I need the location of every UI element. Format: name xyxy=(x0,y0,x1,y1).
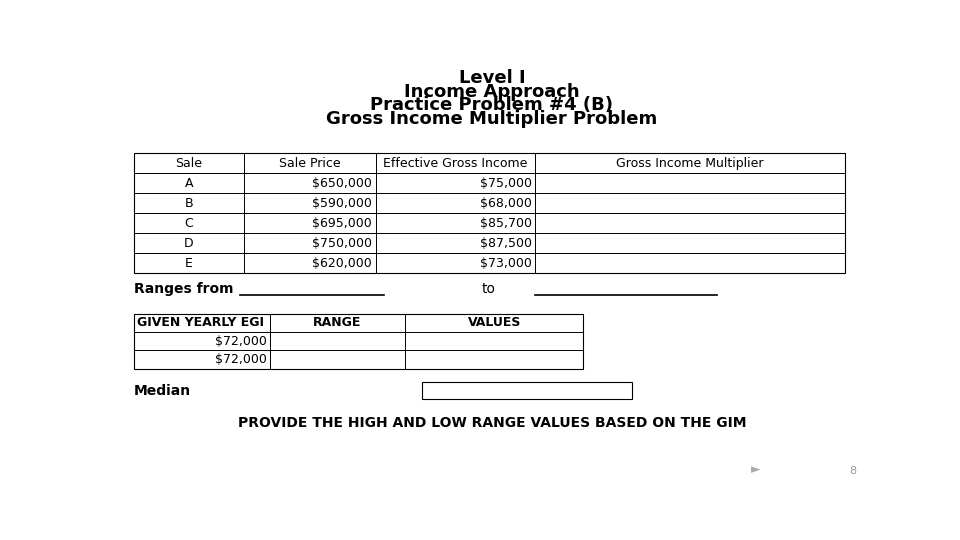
Text: $68,000: $68,000 xyxy=(480,197,532,210)
Text: A: A xyxy=(184,177,193,190)
Text: D: D xyxy=(184,237,194,250)
Text: to: to xyxy=(481,282,495,296)
Text: RANGE: RANGE xyxy=(313,316,362,329)
Text: $73,000: $73,000 xyxy=(480,257,532,270)
Bar xyxy=(134,153,845,273)
Text: 8: 8 xyxy=(850,466,856,476)
Text: Gross Income Multiplier Problem: Gross Income Multiplier Problem xyxy=(326,110,658,128)
Text: Sale Price: Sale Price xyxy=(279,157,341,170)
Text: $750,000: $750,000 xyxy=(312,237,372,250)
Bar xyxy=(134,314,584,369)
Text: Level I: Level I xyxy=(459,69,525,86)
Text: VALUES: VALUES xyxy=(468,316,521,329)
Text: Median: Median xyxy=(134,383,191,397)
Text: $695,000: $695,000 xyxy=(312,217,372,230)
Text: $87,500: $87,500 xyxy=(480,237,532,250)
Text: $72,000: $72,000 xyxy=(215,353,267,366)
Bar xyxy=(422,382,632,399)
Text: $75,000: $75,000 xyxy=(480,177,532,190)
Text: $620,000: $620,000 xyxy=(312,257,372,270)
Text: B: B xyxy=(184,197,193,210)
Text: E: E xyxy=(185,257,193,270)
Text: Ranges from: Ranges from xyxy=(134,282,233,296)
Text: Effective Gross Income: Effective Gross Income xyxy=(383,157,528,170)
Text: C: C xyxy=(184,217,193,230)
Text: ►: ► xyxy=(751,463,760,476)
Text: Gross Income Multiplier: Gross Income Multiplier xyxy=(616,157,764,170)
Text: Sale: Sale xyxy=(176,157,203,170)
Text: $85,700: $85,700 xyxy=(480,217,532,230)
Text: Practice Problem #4 (B): Practice Problem #4 (B) xyxy=(371,96,613,114)
Text: GIVEN YEARLY EGI: GIVEN YEARLY EGI xyxy=(137,316,264,329)
Text: $72,000: $72,000 xyxy=(215,335,267,348)
Text: $590,000: $590,000 xyxy=(312,197,372,210)
Text: PROVIDE THE HIGH AND LOW RANGE VALUES BASED ON THE GIM: PROVIDE THE HIGH AND LOW RANGE VALUES BA… xyxy=(238,416,746,430)
Text: Income Approach: Income Approach xyxy=(404,83,580,100)
Text: $650,000: $650,000 xyxy=(312,177,372,190)
